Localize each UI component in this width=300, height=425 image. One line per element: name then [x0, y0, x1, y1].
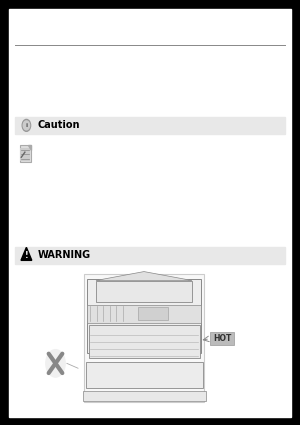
- Bar: [210, 332, 234, 345]
- Text: !: !: [25, 251, 28, 260]
- Bar: [85, 362, 202, 388]
- Polygon shape: [96, 272, 192, 280]
- Polygon shape: [21, 247, 32, 261]
- Text: Caution: Caution: [38, 120, 80, 130]
- Bar: [96, 280, 192, 302]
- Bar: [15, 117, 285, 134]
- Bar: [20, 145, 31, 162]
- Bar: [82, 391, 206, 401]
- Text: HOT: HOT: [213, 334, 231, 343]
- Bar: [84, 274, 204, 402]
- Polygon shape: [28, 145, 31, 150]
- Bar: [20, 148, 30, 161]
- Bar: [88, 325, 200, 358]
- Bar: [87, 305, 201, 323]
- Circle shape: [46, 350, 65, 377]
- Circle shape: [22, 119, 31, 131]
- Bar: [87, 279, 201, 353]
- Text: i: i: [25, 123, 28, 128]
- Bar: [15, 246, 285, 264]
- Circle shape: [23, 121, 29, 130]
- Text: WARNING: WARNING: [38, 250, 91, 260]
- Bar: [138, 307, 168, 320]
